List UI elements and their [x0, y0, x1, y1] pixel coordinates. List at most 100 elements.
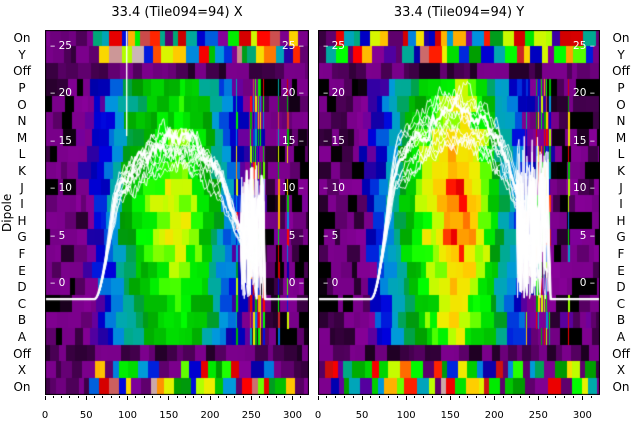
x-minor-tick	[193, 396, 194, 398]
heatmap-x-canvas	[45, 30, 309, 395]
x-minor-tick	[564, 396, 566, 398]
dipole-label: G	[17, 230, 27, 245]
plot-title-y: 33.4 (Tile094=94) Y	[393, 5, 525, 20]
dipole-label: F	[617, 246, 625, 261]
x-minor-tick	[52, 396, 54, 398]
x-minor-tick	[555, 396, 557, 398]
x-minor-tick	[61, 396, 62, 398]
x-minor-tick	[259, 396, 260, 398]
db-tick-label-left: – 15	[50, 134, 72, 147]
db-tick-label-right: 0 –	[579, 277, 595, 289]
x-tick-label: 250	[528, 410, 548, 421]
db-tick-label-left: – 15	[323, 134, 345, 147]
x-tick-label: 0	[314, 410, 322, 421]
x-tick-mark	[127, 396, 128, 400]
x-minor-tick	[283, 396, 285, 398]
x-minor-tick	[502, 396, 504, 398]
x-minor-tick	[94, 396, 95, 398]
x-tick-mark	[405, 396, 407, 400]
x-minor-tick	[143, 396, 145, 398]
x-minor-tick	[379, 396, 381, 398]
x-tick-label: 300	[282, 410, 303, 421]
dipole-label: C	[17, 296, 27, 311]
x-minor-tick	[423, 396, 425, 398]
db-tick-label-left: – 5	[323, 229, 339, 242]
dipole-label: M	[16, 130, 28, 145]
x-minor-tick	[484, 396, 486, 398]
x-tick-label: 250	[241, 410, 261, 421]
x-tick-label: 0	[41, 410, 49, 421]
x-minor-tick	[476, 396, 478, 398]
db-tick-label-left: – 25	[50, 40, 72, 52]
x-tick-label: 300	[572, 410, 592, 421]
x-tick-label: 150	[159, 410, 179, 421]
x-minor-tick	[201, 396, 203, 398]
db-tick-label-right: 5 –	[579, 229, 595, 242]
dipole-label: N	[616, 114, 626, 129]
dipole-label: D	[616, 280, 626, 295]
db-tick-label-left: – 25	[323, 40, 345, 52]
x-tick-mark	[292, 396, 293, 400]
x-tick-label: 100	[117, 410, 138, 421]
dipole-label: F	[18, 246, 26, 261]
db-tick-label-left: – 20	[50, 87, 72, 100]
x-tick-mark	[361, 396, 363, 400]
x-minor-tick	[414, 396, 416, 398]
x-tick-mark	[168, 396, 170, 400]
dipole-label: I	[20, 197, 24, 212]
x-tick-label: 100	[396, 410, 416, 421]
x-tick-mark	[209, 396, 211, 400]
dipole-label: M	[615, 130, 627, 145]
x-minor-tick	[69, 396, 71, 398]
dipole-label: E	[617, 263, 625, 278]
x-minor-tick	[546, 396, 548, 398]
dipole-label: On	[612, 379, 630, 394]
x-tick-mark	[85, 396, 87, 400]
dipole-label: G	[616, 230, 626, 245]
dipole-label: Y	[617, 47, 625, 62]
x-minor-tick	[176, 396, 178, 398]
x-minor-tick	[396, 396, 398, 398]
x-minor-tick	[242, 396, 244, 398]
dipole-label: J	[619, 180, 623, 195]
x-minor-tick	[352, 396, 354, 398]
db-tick-label-right: 25 –	[282, 40, 304, 52]
x-tick-label: 50	[355, 410, 369, 421]
dipole-label: K	[617, 164, 625, 179]
db-tick-label-right: 0 –	[288, 277, 304, 289]
heatmap-y-canvas	[318, 30, 600, 395]
x-minor-tick	[226, 396, 227, 398]
dipole-labels-right: On Y Off P O N M L K J I H G F E D C B A Off X On	[604, 30, 638, 395]
x-tick-mark	[44, 396, 46, 400]
x-minor-tick	[184, 396, 186, 398]
x-tick-mark	[250, 396, 252, 400]
x-minor-tick	[511, 396, 513, 398]
x-minor-tick	[217, 396, 219, 398]
x-minor-tick	[275, 396, 277, 398]
dipole-label: L	[617, 147, 625, 162]
dipole-label: A	[616, 329, 626, 344]
dipole-label: Y	[18, 47, 26, 62]
db-tick-label-left: – 10	[50, 182, 72, 195]
dipole-label: H	[616, 213, 626, 228]
dipole-label: H	[17, 213, 27, 228]
x-minor-tick	[326, 396, 328, 398]
dipole-label: Off	[13, 64, 31, 79]
db-tick-label-right: 10 –	[282, 182, 304, 195]
x-minor-tick	[300, 396, 302, 398]
dipole-label: K	[18, 164, 26, 179]
dipole-labels-left: On Y Off P O N M L K J I H G F E D C B A Off X On	[2, 30, 42, 395]
dipole-label: J	[20, 180, 24, 195]
dipole-label: O	[616, 97, 626, 112]
x-minor-tick	[388, 396, 389, 398]
x-minor-tick	[267, 396, 269, 398]
dipole-label: L	[18, 147, 26, 162]
db-tick-label-right: 10 –	[573, 182, 595, 195]
x-tick-label: 150	[440, 410, 460, 421]
x-minor-tick	[335, 396, 337, 398]
db-tick-label-left: – 0	[323, 277, 339, 289]
x-minor-tick	[520, 396, 522, 398]
dipole-label: B	[616, 313, 626, 328]
x-tick-mark	[317, 396, 319, 400]
